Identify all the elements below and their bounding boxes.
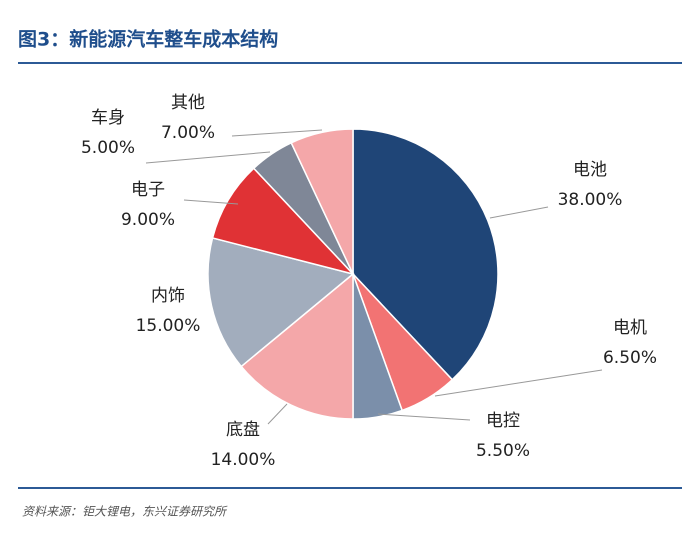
pie-slice [211, 167, 356, 276]
slice-value-label: 14.00% [211, 450, 276, 470]
slice-label: 底盘 [226, 420, 260, 440]
slice-label: 电机 [613, 318, 647, 338]
slice-value-label: 7.00% [161, 123, 215, 143]
pie-slice [240, 272, 354, 420]
slice-value-label: 38.00% [558, 190, 623, 210]
leader-line [489, 206, 549, 219]
slice-label: 车身 [91, 108, 125, 128]
slice-value-label: 5.50% [476, 441, 530, 461]
chart-title: 图3：新能源汽车整车成本结构 [18, 28, 278, 51]
slice-label: 电池 [573, 160, 607, 180]
slice-value-label: 15.00% [136, 316, 201, 336]
leader-line [434, 369, 603, 397]
slice-value-label: 9.00% [121, 210, 175, 230]
leader-line [377, 413, 471, 421]
leader-line [231, 129, 323, 137]
leader-line [145, 151, 271, 164]
leader-line [183, 199, 239, 205]
pie-slice [207, 237, 355, 368]
source-note: 资料来源：钜大锂电，东兴证券研究所 [22, 505, 228, 519]
pie-slice [290, 128, 354, 275]
slice-label: 电子 [131, 180, 165, 200]
slice-label: 内饰 [151, 286, 185, 306]
slice-value-label: 6.50% [603, 348, 657, 368]
slice-label: 电控 [486, 411, 520, 431]
pie-slice [352, 128, 499, 381]
slice-value-label: 5.00% [81, 138, 135, 158]
slice-label: 其他 [171, 93, 205, 113]
leader-line [267, 403, 288, 425]
